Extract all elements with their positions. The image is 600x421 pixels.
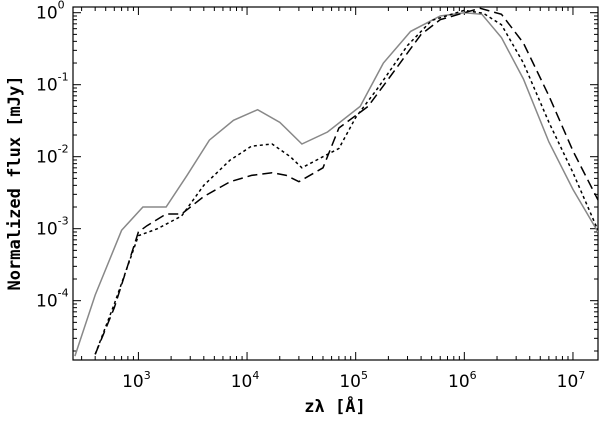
x-tick-label: 106 [448,369,477,392]
x-tick-label: 103 [122,369,151,392]
y-tick-label: 10-1 [36,71,69,96]
x-axis-title: zλ [Å] [304,394,365,417]
x-tick-label: 105 [339,369,368,392]
data-series [74,7,598,357]
x-tick-label: 104 [231,369,260,392]
y-axis-title: Normalized flux [mJy] [5,76,25,291]
axis-ticks [73,7,598,360]
y-tick-label: 100 [36,0,65,24]
plot-frame [72,6,599,361]
series-line-solid [74,11,598,357]
y-tick-label: 10-4 [36,287,69,312]
x-tick-label: 107 [557,369,586,392]
series-line-dashed [94,7,598,355]
y-tick-label: 10-2 [36,143,69,168]
axis-tick-labels: 103 104 105 106 107 10-4 10-3 10-2 10-1 100 [36,0,585,392]
y-tick-label: 10-3 [36,215,69,240]
series-line-dotted [94,9,598,355]
